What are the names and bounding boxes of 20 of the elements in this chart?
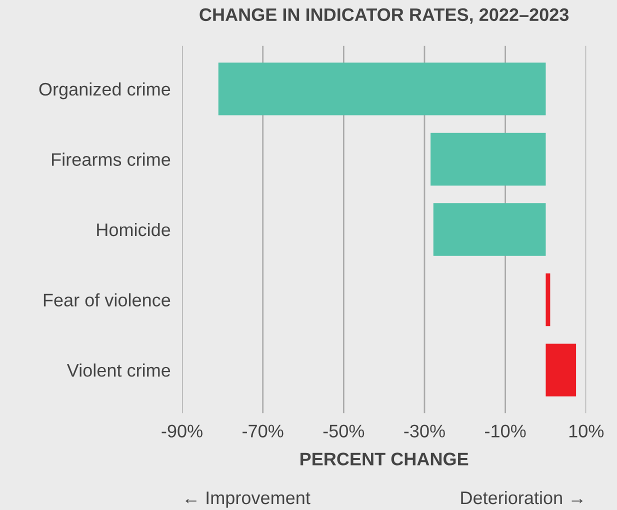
- y-tick-label: Firearms crime: [52, 152, 170, 166]
- x-tick-label: 10%: [569, 424, 604, 438]
- x-tick-label: -70%: [242, 424, 284, 438]
- bar: [546, 344, 576, 396]
- bar: [430, 132, 546, 186]
- x-axis-title: PERCENT CHANGE: [300, 452, 468, 466]
- bar: [546, 273, 550, 326]
- y-tick-label: Homicide: [97, 222, 170, 236]
- bar: [218, 62, 546, 116]
- y-tick-label: Fear of violence: [44, 293, 170, 306]
- chart-title: CHANGE IN INDICATOR RATES, 2022–2023: [200, 8, 569, 24]
- y-tick-label: Organized crime: [39, 82, 170, 100]
- x-tick-label: -30%: [404, 424, 445, 438]
- x-tick-label: -90%: [162, 424, 202, 438]
- x-tick-label: -10%: [485, 424, 526, 438]
- y-tick-label: Violent crime: [66, 364, 170, 377]
- x-tick-label: -50%: [323, 424, 364, 438]
- text: ← Improvement: [186, 492, 310, 508]
- bar: [433, 203, 546, 256]
- text: Deterioration →: [461, 490, 582, 504]
